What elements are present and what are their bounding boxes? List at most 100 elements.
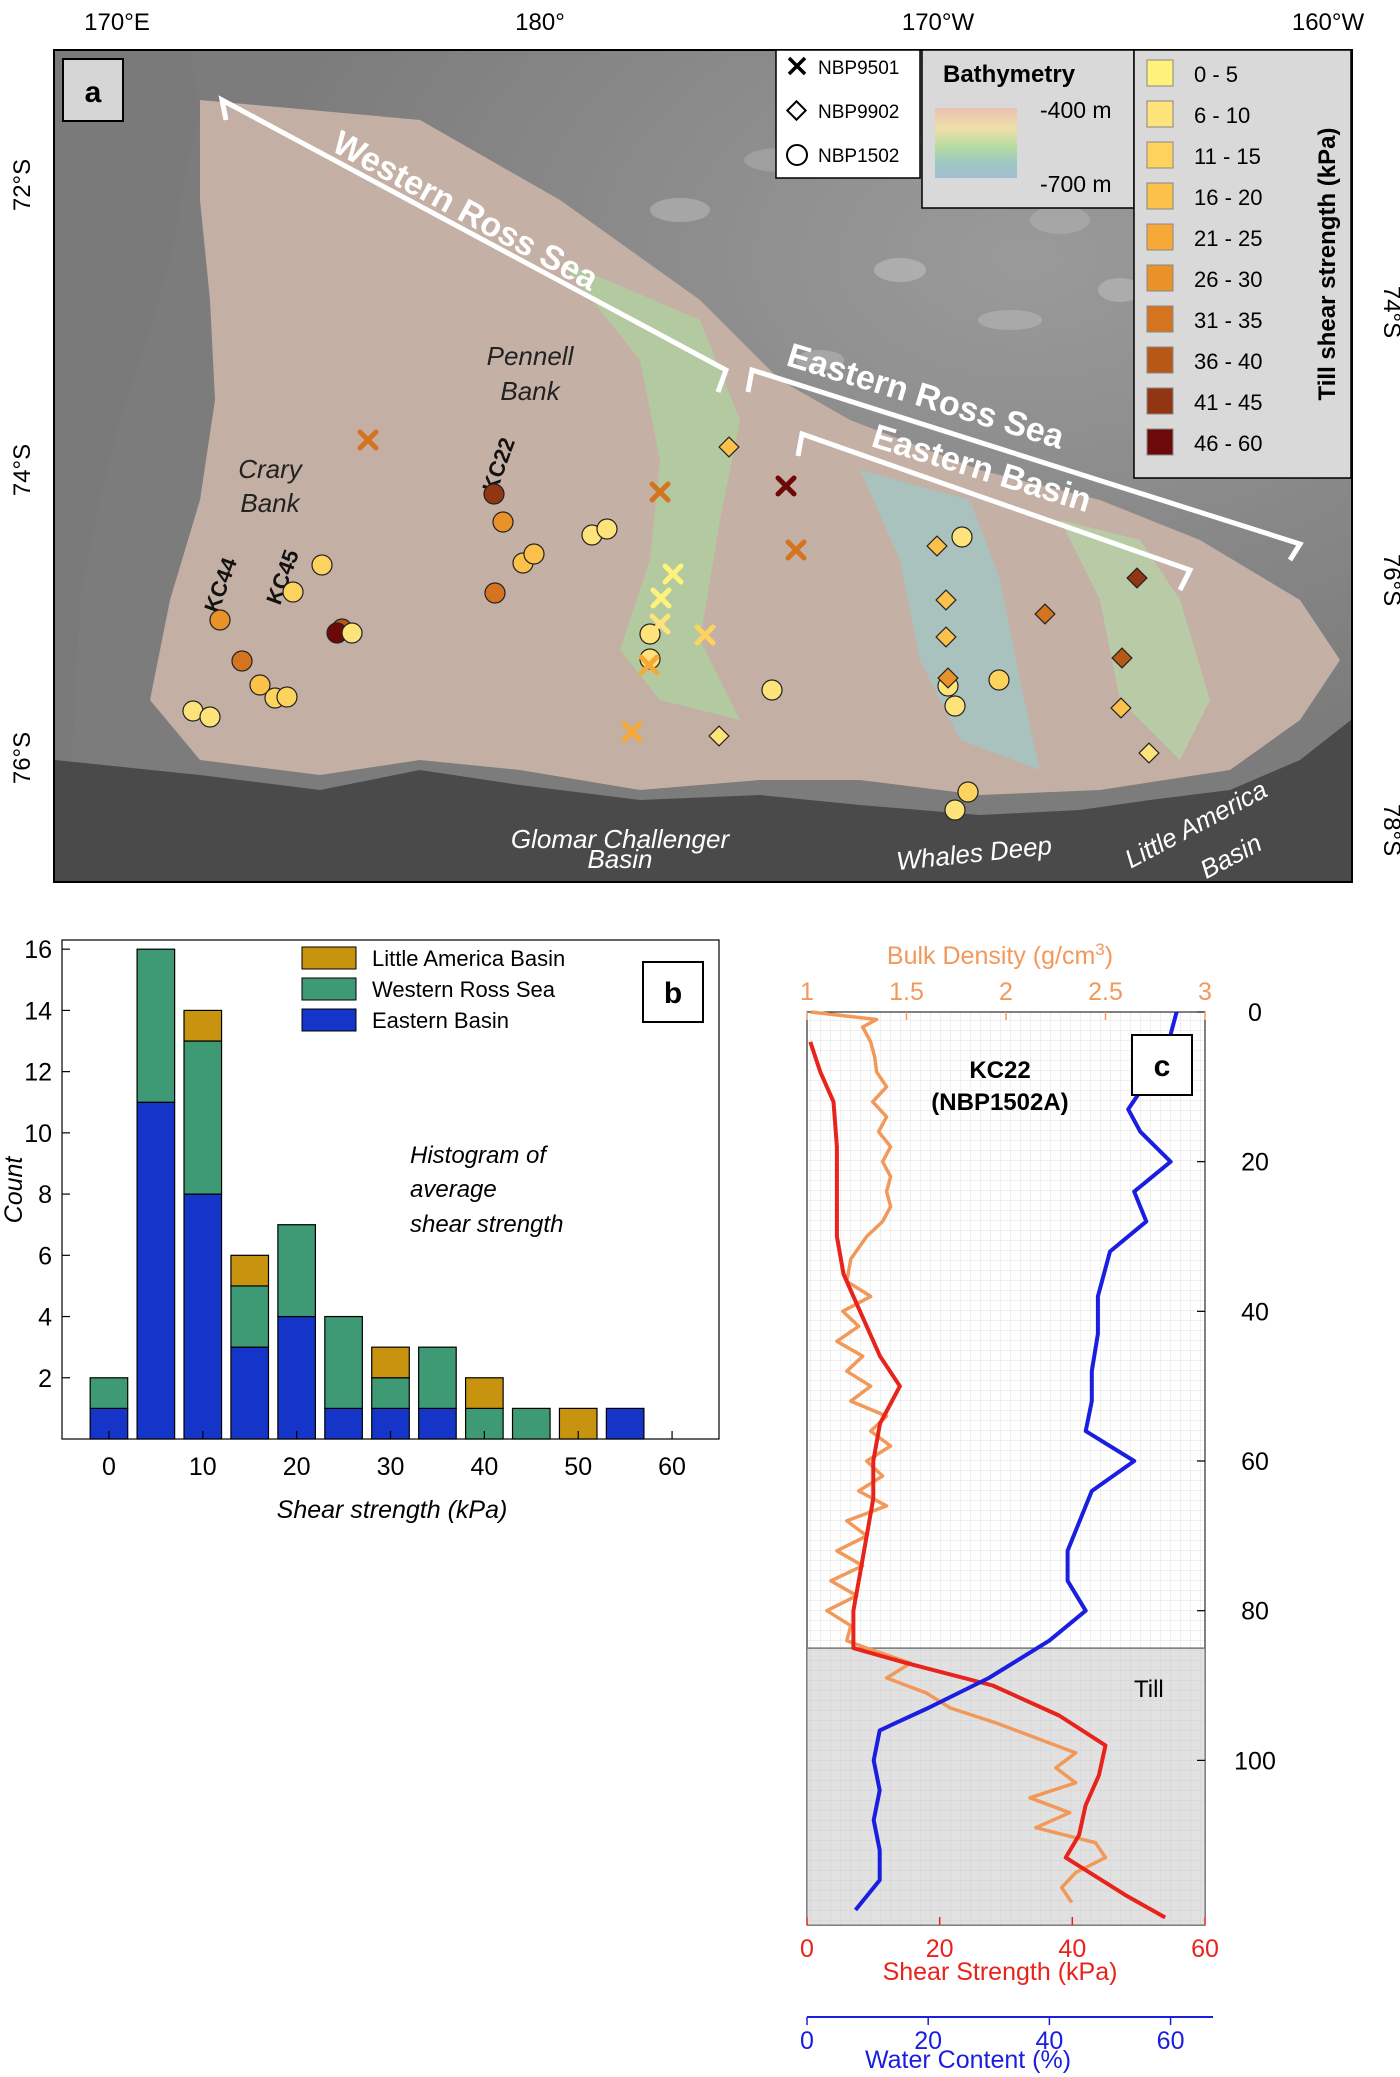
bulk-density-axis-label: Bulk Density (g/cm3)	[887, 940, 1113, 970]
shear-strength-axis-label: Shear Strength (kPa)	[883, 1958, 1118, 1986]
sample-marker-nbp9501	[638, 654, 660, 676]
panel-label: a	[85, 76, 102, 109]
legend-eastern-basin: Eastern Basin	[372, 1008, 509, 1033]
x-tick-label: 10	[189, 1453, 217, 1481]
histogram-bar	[371, 1407, 410, 1440]
sample-marker-nbp9501	[662, 563, 684, 585]
lon-tick-label: 180°	[515, 9, 565, 36]
crary-bank-label: Bank	[240, 488, 301, 518]
sample-marker-nbp1502	[988, 669, 1010, 691]
profile-line-bulk-density	[810, 1010, 1108, 1904]
strength-swatch	[1146, 305, 1174, 333]
strength-class-label: 16 - 20	[1194, 185, 1263, 210]
histogram-x-label: Shear strength (kPa)	[277, 1496, 508, 1524]
sample-marker-nbp1502	[484, 582, 506, 604]
x-tick-label: 40	[470, 1453, 498, 1481]
shear-strength-tick-label: 60	[1191, 1935, 1219, 1963]
sample-marker-nbp9902	[1126, 567, 1148, 589]
depth-tick-label: 60	[1241, 1448, 1269, 1476]
sample-marker-nbp9501	[694, 624, 716, 646]
strength-class-label: 46 - 60	[1194, 431, 1263, 456]
sample-marker-nbp9902	[708, 725, 730, 747]
y-tick-label: 6	[38, 1242, 52, 1270]
panel-a-map: 170°E 180° 170°W 160°W 72°S 74°S 76°S 74…	[9, 9, 1400, 885]
histogram-bar	[183, 1040, 223, 1195]
y-tick-label: 4	[38, 1304, 52, 1332]
sample-marker-nbp9902	[937, 667, 959, 689]
depth-tick-label: 80	[1241, 1598, 1269, 1626]
y-tick-label: 8	[38, 1181, 52, 1209]
profile-line-water-content	[853, 1011, 1179, 1912]
cruise-legend: NBP9501 NBP9902 NBP1502	[775, 49, 921, 179]
sample-marker-nbp1502	[199, 706, 221, 728]
crary-bank-label: Crary	[238, 454, 304, 484]
sample-marker-nbp1502	[944, 799, 966, 821]
histogram-annotation: Histogram of average shear strength	[410, 1142, 563, 1238]
sample-marker-nbp9501	[650, 587, 672, 609]
bulk-density-tick-label: 2	[999, 978, 1013, 1006]
strength-swatch	[1146, 59, 1174, 87]
sample-marker-nbp1502	[957, 781, 979, 803]
sample-marker-nbp9902	[1034, 603, 1056, 625]
water-content-tick-label: 60	[1157, 2027, 1185, 2055]
y-tick-label: 10	[24, 1120, 52, 1148]
sample-marker-nbp9501	[649, 481, 671, 503]
histogram-bar	[230, 1346, 270, 1440]
strength-swatch	[1146, 100, 1174, 128]
sample-markers	[182, 429, 1160, 821]
depth-tick-label: 0	[1248, 999, 1262, 1027]
sample-marker-nbp9902	[718, 436, 740, 458]
sample-marker-nbp1502	[492, 511, 514, 533]
sample-marker-nbp9501	[649, 613, 671, 635]
sample-marker-nbp1502	[951, 526, 973, 548]
strength-swatch	[1146, 387, 1174, 415]
strength-class-label: 6 - 10	[1194, 103, 1250, 128]
sample-marker-nbp1502	[341, 622, 363, 644]
sample-marker-nbp1502	[209, 609, 231, 631]
legend-little-america-basin: Little America Basin	[372, 946, 565, 971]
sample-marker-nbp9501	[775, 475, 797, 497]
histogram-bar	[136, 1101, 176, 1440]
histogram-bar	[277, 1315, 317, 1440]
panel-b-histogram: 0 10 20 30 40 50 60 2 4 6 8 10 12 14 16 Little America…	[0, 936, 720, 1524]
latitude-ticks-left: 72°S 74°S 76°S	[9, 159, 36, 784]
x-tick-label: 0	[102, 1453, 116, 1481]
histogram-bar	[183, 1193, 223, 1440]
sample-marker-nbp1502	[249, 674, 271, 696]
panel-label: b	[664, 977, 682, 1010]
shear-strength-tick-label: 20	[926, 1935, 954, 1963]
bathymetry-colorbar	[935, 108, 1017, 178]
core-title: KC22	[969, 1057, 1030, 1084]
glomar-challenger-label: Basin	[587, 844, 652, 874]
strength-swatch	[1146, 428, 1174, 456]
sample-marker-nbp1502	[231, 650, 253, 672]
histogram-bar	[511, 1407, 551, 1440]
water-content-tick-label: 0	[800, 2027, 814, 2055]
water-content-tick-label: 20	[914, 2027, 942, 2055]
strength-class-label: 36 - 40	[1194, 349, 1263, 374]
lat-tick-label: 76°S	[1378, 554, 1400, 606]
pennell-bank-label: Pennell	[487, 341, 575, 371]
sample-marker-nbp1502	[761, 679, 783, 701]
sample-marker-nbp9902	[1138, 742, 1160, 764]
y-tick-label: 12	[24, 1059, 52, 1087]
lat-tick-label: 74°S	[9, 444, 36, 496]
shelf-trough-green-east	[1060, 520, 1210, 760]
histogram-bar	[89, 1377, 129, 1409]
strength-swatch	[1146, 182, 1174, 210]
sample-marker-nbp9501	[357, 429, 379, 451]
annotation-line: average	[410, 1176, 497, 1203]
panel-label: c	[1154, 1050, 1171, 1083]
histogram-bar	[136, 948, 176, 1103]
lat-tick-label: 74°S	[1378, 286, 1400, 338]
water-content-axis-label: Water Content (%)	[865, 2046, 1071, 2074]
panel-label-box	[1131, 1034, 1193, 1096]
lon-tick-label: 160°W	[1292, 9, 1365, 36]
strength-class-label: 31 - 35	[1194, 308, 1263, 333]
annotation-line: Histogram of	[410, 1142, 548, 1169]
shelf-trough-green	[560, 260, 740, 720]
histogram-bar	[324, 1407, 363, 1440]
pennell-bank-label: Bank	[500, 376, 561, 406]
y-tick-label: 2	[38, 1365, 52, 1393]
profile-lines	[808, 1010, 1179, 1920]
